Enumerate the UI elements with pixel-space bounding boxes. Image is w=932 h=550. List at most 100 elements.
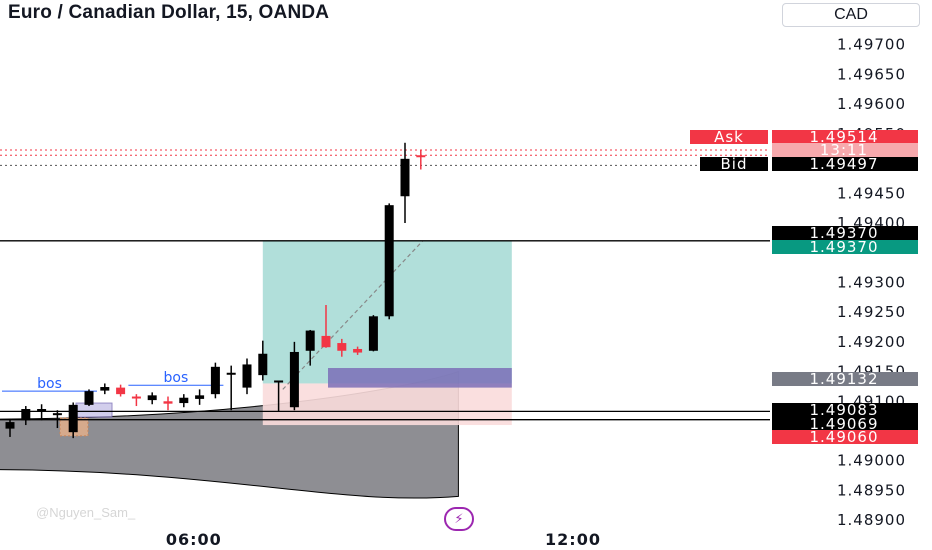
y-tick-label: 1.48900 <box>837 511 906 529</box>
candle[interactable] <box>5 419 15 437</box>
candle[interactable] <box>321 305 331 348</box>
candle[interactable] <box>368 315 378 352</box>
bid-tag-text: Bid <box>721 155 748 173</box>
y-tick-label: 1.49300 <box>837 273 906 291</box>
candle[interactable] <box>226 365 236 411</box>
candle[interactable] <box>289 341 299 411</box>
candle-body <box>179 397 189 404</box>
candle[interactable] <box>416 150 426 170</box>
bos-label: bos <box>37 376 62 392</box>
price-label-ask-time <box>772 143 918 157</box>
candle[interactable] <box>353 346 363 355</box>
candle-body <box>163 401 173 404</box>
price-label-entry <box>772 240 918 254</box>
price-label-black-line <box>772 417 918 431</box>
y-tick-label: 1.49250 <box>837 303 906 321</box>
levels-layer: bos bos <box>0 149 770 421</box>
candle[interactable] <box>305 329 315 366</box>
candle[interactable] <box>37 404 47 421</box>
candle-body <box>52 413 62 416</box>
candle[interactable] <box>52 410 62 429</box>
price-label-text: 1.49083 <box>809 401 878 419</box>
price-label-text: 1.49370 <box>809 238 878 256</box>
candle-body <box>37 409 47 412</box>
y-tick-label: 1.49000 <box>837 452 906 470</box>
candle[interactable] <box>384 203 394 320</box>
candle[interactable] <box>400 142 410 223</box>
candle-body <box>258 353 268 376</box>
candle-body <box>400 158 410 197</box>
candle-body <box>305 330 315 351</box>
ask-tag <box>690 130 768 144</box>
price-label-bid <box>772 157 918 171</box>
price-label-black-line <box>772 226 918 240</box>
time-axis: 06:00 12:00 <box>166 530 601 549</box>
y-tick-label: 1.49650 <box>837 65 906 83</box>
y-tick-label: 1.49600 <box>837 95 906 113</box>
y-tick-label: 1.49200 <box>837 333 906 351</box>
candle-body <box>384 205 394 317</box>
candle[interactable] <box>21 406 31 426</box>
y-tick-label: 1.48950 <box>837 481 906 499</box>
price-label-text: 1.49069 <box>809 415 878 433</box>
price-label-text: 1.49132 <box>809 370 878 388</box>
ask-tag-text: Ask <box>714 128 744 146</box>
candle[interactable] <box>210 362 220 399</box>
y-tick-label: 1.49450 <box>837 184 906 202</box>
y-tick-label: 1.49700 <box>837 36 906 54</box>
candle-body <box>289 351 299 408</box>
candle[interactable] <box>163 396 173 411</box>
candle[interactable] <box>258 340 268 381</box>
candle[interactable] <box>179 394 189 408</box>
price-axis: 1.497001.496501.496001.495501.494501.494… <box>837 36 906 529</box>
lightning-icon[interactable]: ⚡ <box>444 507 474 531</box>
supply-box <box>75 402 113 418</box>
price-label-text: 1.49060 <box>809 428 878 446</box>
trade-path-line <box>282 240 424 390</box>
bid-tag <box>700 157 768 171</box>
price-label-gray <box>772 372 918 386</box>
candle-body <box>68 404 78 433</box>
candle-body <box>274 380 284 383</box>
candle-body <box>5 422 15 429</box>
price-label-text: 1.49497 <box>809 155 878 173</box>
candle-body <box>337 343 347 351</box>
candle[interactable] <box>147 392 157 405</box>
candle[interactable] <box>337 338 347 357</box>
stop-zone[interactable] <box>262 383 512 426</box>
bos-label: bos <box>164 370 189 386</box>
order-block-zone[interactable] <box>328 368 512 388</box>
candle-body <box>84 391 94 405</box>
x-tick-label: 06:00 <box>166 530 222 549</box>
candle[interactable] <box>274 380 284 412</box>
price-label-text: 13:11 <box>820 141 868 159</box>
candle-body <box>116 387 126 395</box>
candle-body <box>416 155 426 158</box>
candles-layer <box>5 142 426 439</box>
price-label-ask <box>772 130 918 144</box>
x-tick-label: 12:00 <box>545 530 601 549</box>
zones-layer <box>0 240 512 499</box>
watermark: @Nguyen_Sam_ <box>36 505 136 520</box>
candle[interactable] <box>68 402 78 439</box>
candle-body <box>21 409 31 421</box>
candle-body <box>353 348 363 353</box>
candle-body <box>242 364 252 388</box>
chart-title: Euro / Canadian Dollar, 15, OANDA <box>8 2 330 23</box>
candle[interactable] <box>84 389 94 407</box>
price-label-text: 1.49514 <box>809 128 878 146</box>
candle[interactable] <box>100 383 110 395</box>
price-label-stop <box>772 430 918 444</box>
candle[interactable] <box>116 384 126 397</box>
candle-body <box>226 372 236 375</box>
currency-button[interactable]: CAD <box>782 3 920 27</box>
candle-body <box>100 387 110 391</box>
candle-body <box>195 395 205 399</box>
candle[interactable] <box>242 358 252 395</box>
candle[interactable] <box>195 389 205 405</box>
candle[interactable] <box>131 394 141 407</box>
candle-body <box>368 316 378 351</box>
price-label-black-line <box>772 403 918 417</box>
